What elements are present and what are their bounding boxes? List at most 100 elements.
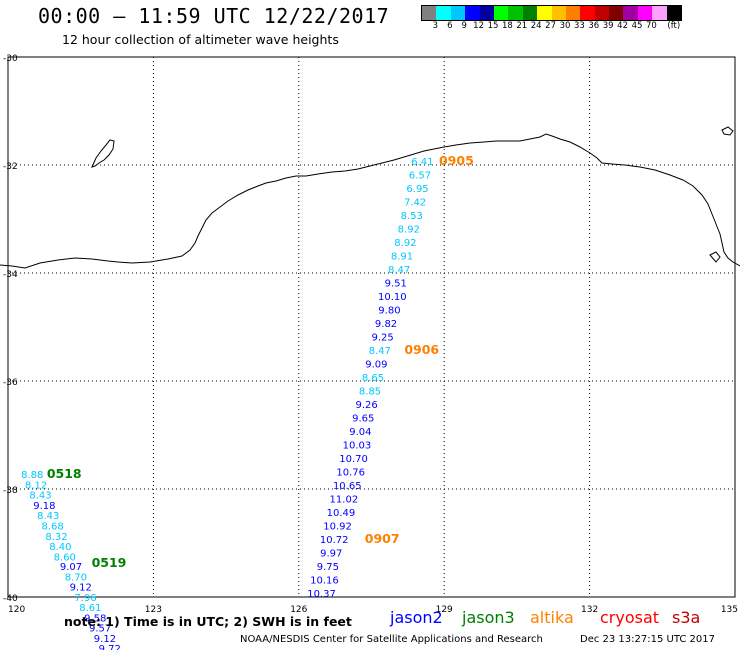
lat-tick-label: -30: [3, 54, 18, 64]
satellite-legend-altika: altika: [530, 608, 574, 627]
colorbar-tick-label: 42: [617, 21, 629, 31]
swh-value-label: 10.03: [343, 441, 372, 452]
colorbar-tick-label: 9: [461, 21, 467, 31]
swh-value-label: 9.72: [99, 644, 121, 650]
satellite-legend-cryosat: cryosat: [600, 608, 660, 627]
satellite-legend-jason3: jason3: [462, 608, 515, 627]
colorbar-tick-label: 3: [432, 21, 439, 31]
colorbar-tick-label: 24: [530, 21, 542, 31]
colorbar-swatch: [450, 6, 466, 20]
lat-tick-label: -36: [3, 378, 18, 388]
swh-value-label: 10.92: [323, 522, 352, 533]
swh-value-label: 6.57: [409, 171, 431, 182]
pass-time-label: 0905: [439, 153, 474, 168]
footer-timestamp: Dec 23 13:27:15 UTC 2017: [580, 634, 715, 645]
track-0906: 9.51 10.10 9.80 9.82 9.25 8.47 9.09 8.65 8.85 9.2…: [333, 279, 407, 493]
colorbar-swatch: [508, 6, 523, 20]
swh-value-label: 9.97: [320, 549, 342, 560]
swh-value-label: 10.65: [333, 481, 362, 492]
colorbar-swatch: [565, 6, 581, 20]
swh-value-label: 6.95: [406, 184, 428, 195]
colorbar-legend: [421, 5, 683, 21]
swh-value-label: 11.02: [330, 495, 359, 506]
lon-tick-label: 126: [290, 605, 307, 615]
swh-value-label: 8.65: [362, 373, 384, 384]
grid-lines: [8, 57, 735, 597]
swh-value-label: 7.42: [404, 198, 426, 209]
colorbar-tick-label: 45: [631, 21, 643, 31]
swh-value-label: 10.37: [307, 589, 336, 600]
satellite-legend-s3a: s3a: [672, 608, 701, 627]
lat-tick-label: -38: [3, 486, 18, 496]
swh-value-label: 9.12: [94, 634, 116, 645]
swh-value-label: 10.49: [327, 508, 356, 519]
swh-value-label: 10.72: [320, 535, 349, 546]
colorbar-swatch: [479, 6, 494, 20]
swh-value-label: 9.82: [375, 319, 397, 330]
pass-time-label: 0906: [404, 342, 439, 357]
lon-tick-label: 135: [721, 605, 738, 615]
colorbar-swatch: [436, 6, 451, 20]
lon-tick-label: 132: [581, 605, 598, 615]
colorbar-tick-label: 39: [602, 21, 614, 31]
colorbar-swatch: [666, 6, 682, 20]
lat-tick-label: -40: [3, 594, 18, 604]
colorbar-tick-label: 27: [545, 21, 557, 31]
track-0518: 8.888.128.439.188.438.688.328.408.60: [21, 470, 76, 563]
swh-value-label: 8.60: [54, 552, 76, 563]
swh-value-label: 9.65: [352, 414, 374, 425]
swh-value-label: 8.47: [369, 346, 391, 357]
swh-value-label: 9.18: [33, 501, 55, 512]
colorbar-swatch: [637, 6, 653, 20]
colorbar-swatch: [465, 6, 480, 20]
pass-time-label: 0907: [365, 531, 400, 546]
axis-ticks: 120 123 126 129 132 135 -30 -32 -34 -36 -38 -40: [3, 54, 738, 615]
lon-tick-label: 120: [8, 605, 25, 615]
island-shape: [709, 251, 721, 263]
map-frame: [7, 56, 736, 598]
colorbar-tick-label: 21: [516, 21, 528, 31]
colorbar-unit: (ft): [667, 21, 681, 31]
swh-value-label: 8.85: [359, 387, 381, 398]
swh-value-label: 8.43: [29, 491, 51, 502]
colorbar-swatch: [422, 6, 437, 20]
altimeter-tracks: 8.888.128.439.188.438.688.328.408.609.07…: [21, 153, 474, 650]
colorbar-swatch: [652, 6, 667, 20]
coastline: [0, 133, 740, 269]
satellite-legend-jason2: jason2: [390, 608, 443, 627]
swh-value-label: 8.53: [401, 211, 423, 222]
swh-value-label: 9.12: [70, 583, 92, 594]
colorbar-tick-label: 6: [447, 21, 453, 31]
swh-value-label: 8.32: [45, 532, 67, 543]
swh-value-label: 10.76: [336, 468, 365, 479]
lat-tick-label: -34: [3, 270, 18, 280]
swh-value-label: 8.61: [79, 603, 101, 614]
colorbar-tick-label: 70: [645, 21, 657, 31]
swh-value-label: 9.07: [60, 562, 82, 573]
track-0905: 6.41 6.57 6.95 7.42 8.53 8.92 8.92 8.91 8.47: [388, 157, 434, 276]
pass-time-label: 0518: [47, 466, 82, 481]
swh-value-label: 9.25: [372, 333, 394, 344]
lat-tick-label: -32: [3, 162, 18, 172]
swh-value-label: 6.41: [411, 157, 433, 168]
colorbar-swatch: [594, 6, 610, 20]
colorbar-swatch: [522, 6, 538, 20]
track-0519: 9.078.709.127.968.619.589.579.129.729.99…: [60, 562, 121, 650]
colorbar-swatch: [609, 6, 624, 20]
swh-value-label: 9.80: [378, 306, 400, 317]
swh-value-label: 8.91: [391, 252, 413, 263]
lon-tick-label: 123: [145, 605, 162, 615]
swh-value-label: 10.10: [378, 292, 407, 303]
swh-value-label: 8.70: [65, 572, 87, 583]
swh-value-label: 8.47: [388, 265, 410, 276]
swh-value-label: 9.04: [349, 427, 371, 438]
colorbar-swatch: [537, 6, 552, 20]
colorbar-tick-label: 18: [501, 21, 513, 31]
swh-value-label: 9.58: [84, 613, 106, 624]
swh-value-label: 8.68: [41, 522, 63, 533]
colorbar-swatch: [580, 6, 595, 20]
swh-value-label: 8.12: [25, 480, 47, 491]
swh-value-label: 8.92: [398, 225, 420, 236]
swh-value-label: 9.09: [365, 360, 387, 371]
